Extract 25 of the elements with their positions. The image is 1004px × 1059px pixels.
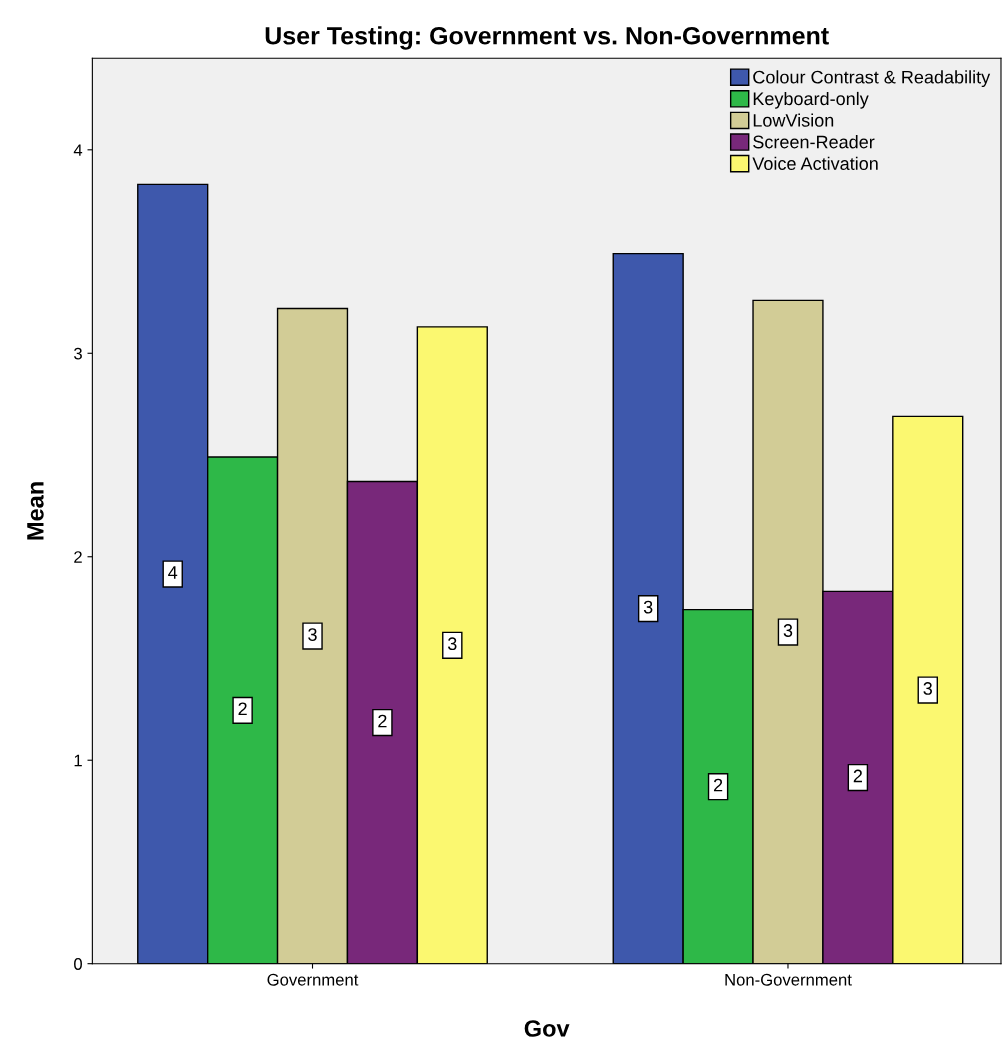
x-tick-label: Government — [267, 973, 359, 986]
y-tick-label: 4 — [73, 144, 83, 156]
data-label: 3 — [447, 637, 457, 651]
data-label: 2 — [378, 714, 387, 728]
y-tick-label: 3 — [74, 347, 82, 360]
y-tick-label: 1 — [74, 754, 82, 767]
legend-label: Screen-Reader — [753, 135, 875, 149]
x-axis-title: Gov — [524, 1020, 570, 1037]
legend-label: LowVision — [753, 113, 834, 127]
data-label: 3 — [643, 600, 653, 614]
chart-title: User Testing: Government vs. Non-Government — [265, 26, 829, 50]
x-tick-label: Non-Government — [725, 973, 852, 986]
legend-label: Keyboard-only — [753, 91, 869, 109]
y-tick-label: 0 — [74, 958, 82, 970]
legend-label: Voice Activation — [752, 156, 878, 171]
y-tick-label: 2 — [74, 551, 82, 563]
data-label: 3 — [923, 682, 932, 695]
data-label: 2 — [713, 778, 723, 792]
data-label: 3 — [783, 624, 793, 637]
data-label: 2 — [853, 769, 862, 783]
y-axis-title: Mean — [27, 482, 44, 540]
data-label: 3 — [308, 628, 317, 641]
data-label: 4 — [168, 566, 178, 579]
data-label: 2 — [238, 702, 247, 716]
legend-label: Colour Contrast & Readability — [753, 70, 991, 88]
